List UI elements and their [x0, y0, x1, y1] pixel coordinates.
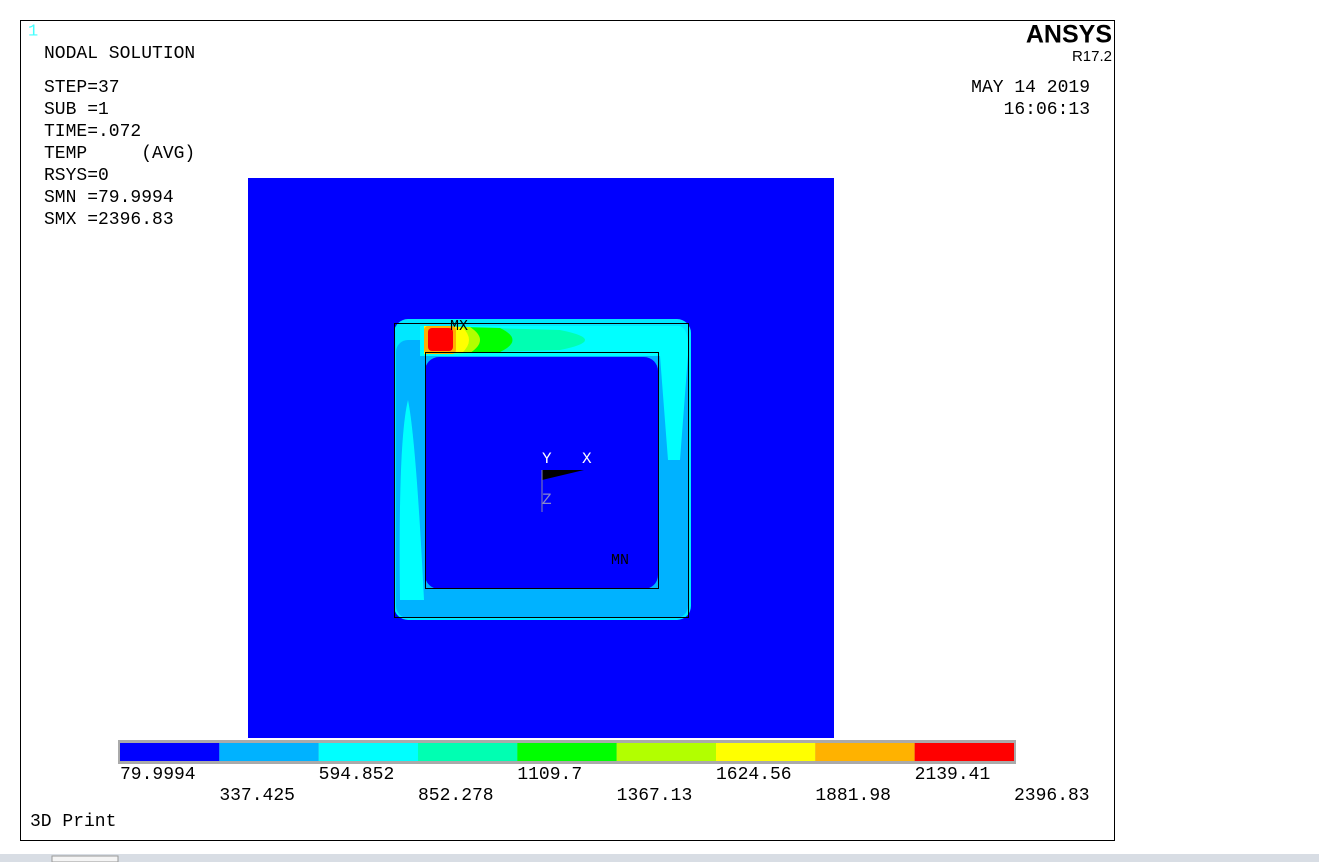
- release: R17.2: [1072, 48, 1112, 65]
- info-line: SUB =1: [44, 100, 109, 120]
- legend-label: 1109.7: [517, 765, 582, 785]
- axis-label: X: [582, 450, 592, 468]
- window-number: 1: [28, 22, 38, 41]
- info-line: TIME=.072: [44, 122, 141, 142]
- legend-label: 852.278: [418, 786, 494, 806]
- legend-label: 594.852: [319, 765, 395, 785]
- date: MAY 14 2019: [971, 78, 1090, 98]
- legend-swatch: [318, 743, 418, 761]
- legend-label: 1624.56: [716, 765, 792, 785]
- legend-label: 1367.13: [617, 786, 693, 806]
- legend-label: 79.9994: [120, 765, 196, 785]
- legend-swatch: [716, 743, 816, 761]
- info-line: RSYS=0: [44, 166, 109, 186]
- contour-plot: [248, 178, 834, 738]
- info-line: SMX =2396.83: [44, 210, 174, 230]
- legend-label: 2139.41: [915, 765, 991, 785]
- legend-swatch: [616, 743, 716, 761]
- min-label: MN: [611, 552, 629, 569]
- time: 16:06:13: [1004, 100, 1090, 120]
- tab: [51, 855, 119, 862]
- axis-label: Y: [542, 450, 552, 468]
- max-label: MX: [450, 318, 468, 335]
- legend-label: 2396.83: [1014, 786, 1090, 806]
- legend-swatch: [815, 743, 915, 761]
- axis-label: Z: [542, 491, 552, 509]
- footer: 3D Print: [30, 812, 116, 832]
- legend-swatch: [517, 743, 617, 761]
- info-line: SMN =79.9994: [44, 188, 174, 208]
- legend-swatch: [219, 743, 319, 761]
- taskbar: [0, 854, 1319, 862]
- info-line: TEMP (AVG): [44, 144, 195, 164]
- legend-label: 337.425: [219, 786, 295, 806]
- info-line: STEP=37: [44, 78, 120, 98]
- brand: ANSYS: [1026, 21, 1112, 49]
- title: NODAL SOLUTION: [44, 44, 195, 64]
- legend-label: 1881.98: [815, 786, 891, 806]
- legend-swatch: [418, 743, 518, 761]
- legend-swatch: [914, 743, 1014, 761]
- legend-swatch: [120, 743, 220, 761]
